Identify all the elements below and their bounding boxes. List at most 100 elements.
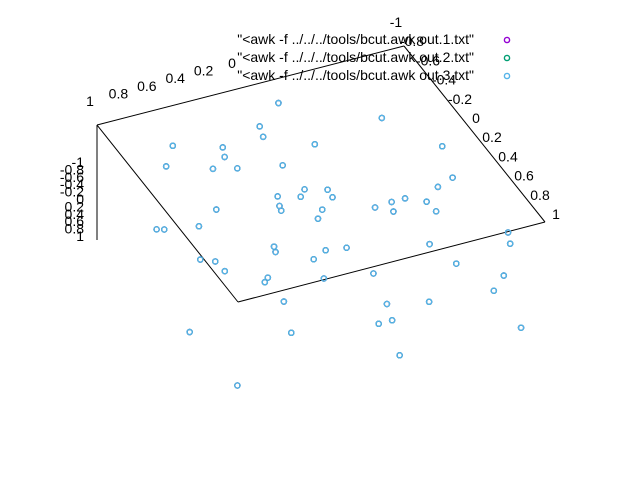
scatter-point xyxy=(329,194,336,201)
scatter-point xyxy=(517,324,525,331)
scatter-point xyxy=(197,256,204,263)
y-tick-label: -0.2 xyxy=(448,91,472,107)
y-tick-label: 0.4 xyxy=(498,148,518,164)
scatter-point xyxy=(314,215,322,222)
scatter-point xyxy=(161,226,168,233)
axis-ticks: 1 0.8 0.6 0.4 0.2 0-1-0.8-0.6-0.4-0.200.20.40… xyxy=(60,14,560,244)
x-tick-label: 0 xyxy=(228,55,236,71)
scatter-point xyxy=(375,320,382,328)
scatter-point xyxy=(270,243,278,250)
legend-entry-label: "<awk -f ../../../tools/bcut.awk out.1.t… xyxy=(237,31,474,47)
base-edge-back-left xyxy=(96,45,405,126)
scatter-point xyxy=(169,142,177,150)
scatter-point xyxy=(209,165,217,173)
z-tick-label: 0 xyxy=(76,191,84,207)
scatter-point xyxy=(297,193,304,201)
scatter-point xyxy=(453,260,460,267)
scatter-point xyxy=(272,248,279,256)
z-tick-label: -0.6 xyxy=(60,169,84,185)
scatter-point xyxy=(506,240,514,247)
scatter-point xyxy=(322,247,329,254)
legend-marker xyxy=(503,36,511,44)
scatter-point xyxy=(311,141,319,148)
x-tick-label: 0.4 xyxy=(165,70,185,86)
y-tick-label: -0.8 xyxy=(400,33,424,49)
scatter-point xyxy=(276,202,283,210)
y-tick-label: -1 xyxy=(390,14,403,30)
y-tick-label: 0 xyxy=(472,110,480,126)
scatter-point xyxy=(378,114,386,122)
scatter-point xyxy=(396,352,403,359)
scatter-point xyxy=(324,186,331,193)
scatter-point xyxy=(301,186,308,193)
z-tick-label: 0.2 xyxy=(65,198,85,214)
z-tick-label: 0.8 xyxy=(65,221,85,237)
scatter-point xyxy=(221,267,229,275)
y-tick-label: -0.4 xyxy=(432,72,456,88)
z-tick-label: -1 xyxy=(72,154,85,170)
scatter-point xyxy=(383,300,391,308)
scatter-point xyxy=(280,298,288,305)
scatter-point xyxy=(490,287,498,295)
legend-marker xyxy=(503,54,511,62)
y-tick-label: 0.2 xyxy=(482,129,502,145)
scatter-point xyxy=(504,229,512,236)
z-tick-label: -0.2 xyxy=(60,184,84,200)
scatter-point xyxy=(426,240,433,248)
scatter-point xyxy=(261,278,269,286)
z-tick-label: 0.6 xyxy=(65,213,85,229)
scatter-point xyxy=(195,223,203,230)
scatter-point xyxy=(153,226,160,233)
base-plane xyxy=(96,45,546,303)
scatter-point xyxy=(288,329,295,337)
scatter-point xyxy=(343,244,350,251)
scatter-point xyxy=(370,270,377,277)
legend-entry-label: "<awk -f ../../../tools/bcut.awk out.2.t… xyxy=(237,49,474,65)
scatter-point xyxy=(500,272,508,279)
y-tick-label: 0.8 xyxy=(530,187,550,203)
scatter-point xyxy=(213,206,220,213)
scatter-point xyxy=(371,204,379,211)
scatter-point xyxy=(186,328,193,336)
scatter-point xyxy=(275,99,282,107)
z-tick-label: 1 xyxy=(76,228,84,244)
scatter-point xyxy=(234,382,241,389)
scatter-point xyxy=(449,174,456,181)
scatter-point xyxy=(423,198,430,205)
scatter-point xyxy=(259,133,267,141)
base-edge-front-right xyxy=(237,221,546,303)
scatter-point xyxy=(310,256,317,263)
x-tick-label: 0.2 xyxy=(194,63,214,79)
scatter-point xyxy=(221,153,228,161)
legend-marker xyxy=(503,72,511,80)
scatter-point xyxy=(401,195,409,202)
scatter-point xyxy=(320,275,328,282)
base-edge-front-left xyxy=(96,124,239,303)
data-points xyxy=(153,99,525,389)
scatter-point xyxy=(212,258,219,265)
scatter-point xyxy=(388,198,395,206)
scatter-point xyxy=(274,193,281,200)
base-edge-back-right xyxy=(403,45,546,223)
x-tick-label: 0.8 xyxy=(109,85,129,101)
scatter-point xyxy=(432,208,440,215)
scatter-point xyxy=(318,206,326,213)
legend-entry-label: "<awk -f ../../../tools/bcut.awk out.3.t… xyxy=(237,67,474,83)
y-tick-label: 0.6 xyxy=(514,168,534,184)
y-tick-label: 1 xyxy=(552,206,560,222)
scatter-point xyxy=(264,274,272,281)
scatter-point xyxy=(219,144,227,151)
scatter-point xyxy=(434,183,442,191)
scatter-point xyxy=(234,165,241,172)
scatter-point xyxy=(388,317,396,324)
z-tick-label: -0.4 xyxy=(60,176,84,192)
scatter-point xyxy=(438,143,446,150)
scatter-point xyxy=(162,163,170,170)
z-tick-label: -0.8 xyxy=(60,161,84,177)
x-tick-label: 0.6 xyxy=(137,78,157,94)
legend: "<awk -f ../../../tools/bcut.awk out.1.t… xyxy=(237,31,511,83)
x-tick-label: 1 xyxy=(86,93,94,109)
scatter-point xyxy=(279,162,286,169)
scatter-point xyxy=(390,208,397,215)
